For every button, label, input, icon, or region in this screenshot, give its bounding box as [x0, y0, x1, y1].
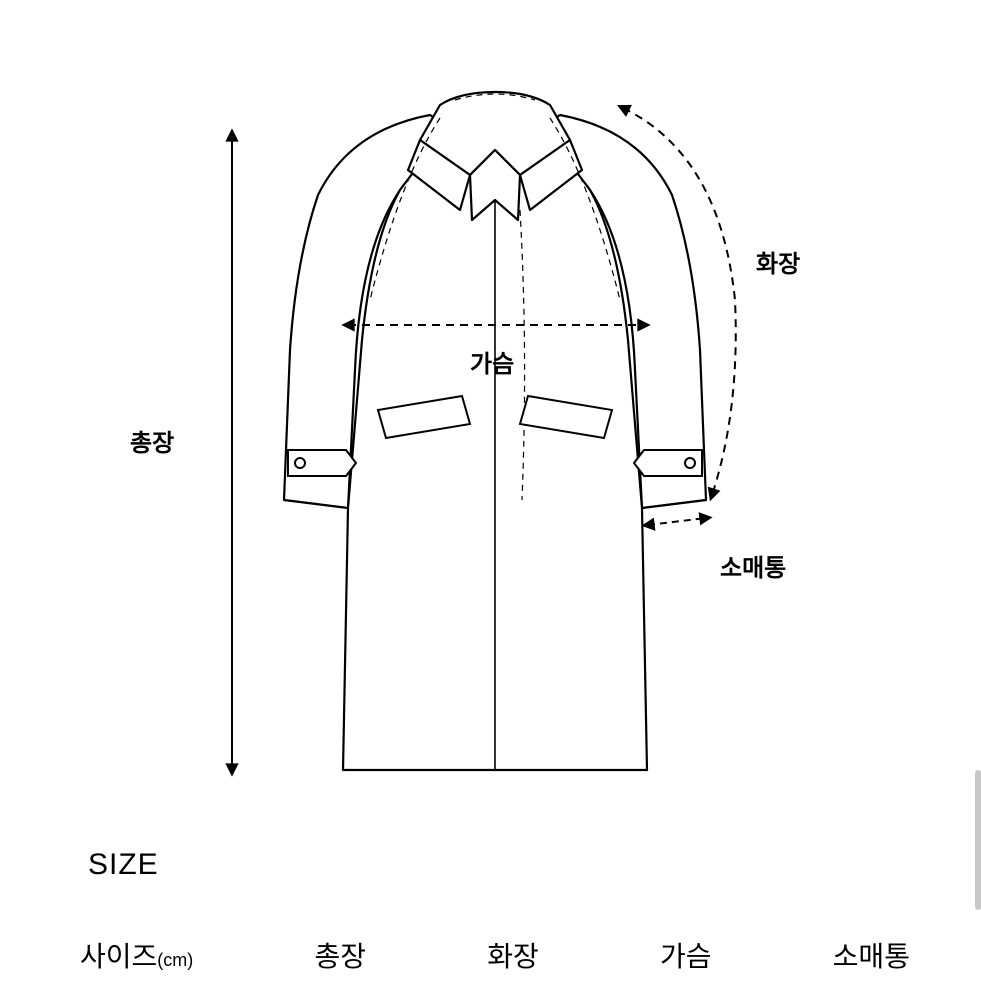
label-sleeve-length: 화장 [756, 244, 800, 279]
col-sleeve-length: 화장 [487, 935, 539, 975]
col-total-length: 총장 [314, 935, 366, 975]
label-sleeve-opening: 소매통 [720, 548, 786, 583]
col-size: 사이즈(cm) [80, 935, 193, 975]
scrollbar-thumb[interactable] [975, 770, 981, 910]
coat-size-diagram: 총장 가슴 화장 소매통 [0, 0, 981, 810]
col-size-label: 사이즈 [80, 941, 157, 972]
size-heading: SIZE [88, 848, 159, 882]
coat-outline [284, 92, 706, 770]
col-sleeve-opening: 소매통 [833, 935, 910, 975]
arrow-sleeve-opening [648, 518, 706, 525]
coat-svg [0, 0, 981, 810]
label-chest: 가슴 [470, 344, 514, 379]
size-table-header: 사이즈(cm) 총장 화장 가슴 소매통 [80, 935, 910, 975]
col-chest: 가슴 [660, 935, 712, 975]
scrollbar-track[interactable] [973, 0, 981, 981]
label-total-length: 총장 [130, 423, 174, 458]
unit-label: (cm) [157, 950, 193, 970]
